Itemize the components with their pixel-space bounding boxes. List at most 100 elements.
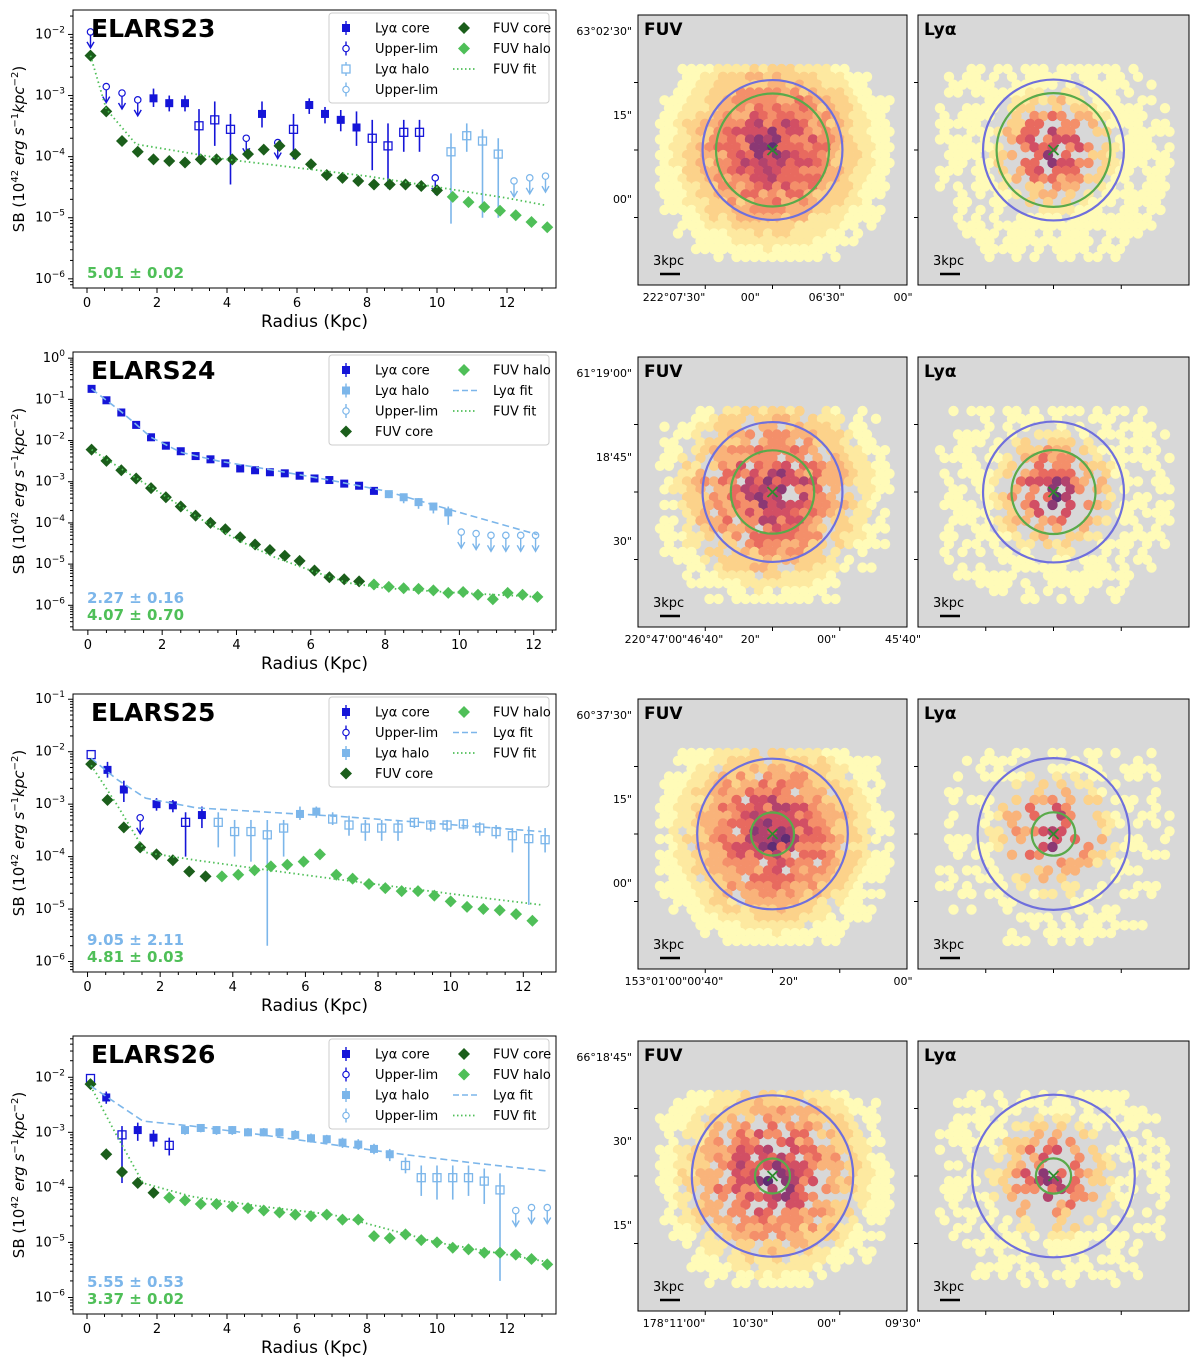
- image-pixel: [735, 1191, 747, 1202]
- image-pixel: [1150, 802, 1162, 814]
- image-pixel: [1119, 1230, 1130, 1242]
- image-pixel: [870, 476, 882, 487]
- image-pixel: [1011, 251, 1022, 263]
- image-pixel: [735, 523, 747, 534]
- image-pixel: [1105, 849, 1117, 860]
- image-pixel: [1105, 1269, 1117, 1281]
- data-point-0-6-18: [368, 178, 380, 191]
- image-pixel: [704, 142, 715, 153]
- image-pixel: [713, 236, 724, 247]
- y-axis-label: SB (1042 erg s−1kpc−2): [10, 1092, 28, 1258]
- image-pixel: [839, 126, 850, 137]
- image-pixel: [961, 228, 973, 239]
- image-pixel: [934, 1144, 946, 1156]
- image-pixel: [1110, 857, 1121, 868]
- image-pixel: [690, 118, 702, 130]
- image-pixel: [1123, 134, 1135, 145]
- image-pixel: [875, 873, 886, 884]
- image-pixel: [1015, 413, 1027, 425]
- legend-box: [328, 354, 550, 446]
- image-pixel: [663, 181, 675, 192]
- image-pixel: [1074, 204, 1085, 216]
- image-pixel: [785, 1152, 796, 1163]
- image-pixel: [1092, 405, 1103, 417]
- image-pixel: [807, 1113, 819, 1124]
- image-pixel: [767, 546, 778, 558]
- image-pixel: [1038, 142, 1049, 153]
- image-pixel: [1078, 1128, 1090, 1140]
- data-point-3-7-19: [462, 1243, 475, 1256]
- image-pixel: [812, 189, 823, 200]
- x-axis-label: Radius (Kpc): [261, 1338, 368, 1358]
- image-pixel: [686, 157, 697, 169]
- image-pixel: [672, 755, 684, 767]
- image-pixel: [979, 570, 991, 581]
- image-pixel: [948, 904, 959, 915]
- image-pixel: [816, 476, 828, 487]
- image-pixel: [726, 413, 738, 425]
- image-pixel: [699, 102, 711, 114]
- legend-entry-fuv_core-3: FUV core: [340, 767, 433, 782]
- image-pixel: [704, 63, 715, 75]
- image-pixel: [659, 204, 670, 216]
- image-pixel: [961, 1175, 973, 1187]
- image-pixel: [803, 1136, 814, 1148]
- image-pixel: [961, 538, 973, 550]
- image-pixel: [1083, 142, 1094, 153]
- image-pixel: [875, 857, 886, 868]
- image-pixel: [677, 142, 688, 153]
- image-pixel: [798, 1207, 810, 1218]
- image-pixel: [939, 1183, 950, 1195]
- image-pixel: [1002, 405, 1013, 417]
- image-pixel: [1020, 935, 1031, 947]
- image-pixel: [704, 220, 715, 231]
- x-tick-label: 10: [442, 980, 459, 995]
- image-pixel: [821, 873, 832, 884]
- image-pixel: [1159, 833, 1171, 845]
- image-pixel: [740, 1215, 751, 1226]
- image-pixel: [699, 849, 711, 860]
- image-pixel: [1092, 1121, 1103, 1132]
- image-pixel: [681, 523, 693, 534]
- image-pixel: [1047, 888, 1058, 900]
- image-pixel: [753, 802, 765, 814]
- image-pixel: [1119, 204, 1130, 216]
- image-pixel: [1123, 1113, 1135, 1124]
- slope-annotation: 5.55 ± 0.53: [87, 1273, 184, 1291]
- image-pixel: [659, 1183, 670, 1195]
- image-pixel: [704, 236, 715, 247]
- image-pixel: [717, 134, 729, 145]
- image-pixel: [758, 126, 769, 137]
- image-pixel: [704, 747, 715, 759]
- image-pixel: [1056, 857, 1067, 868]
- image-pixel: [789, 1222, 801, 1234]
- image-pixel: [794, 920, 805, 931]
- image-pixel: [663, 1160, 675, 1171]
- image-pixel: [997, 149, 1009, 161]
- image-pixel: [1029, 142, 1040, 153]
- image-pixel: [798, 1175, 810, 1187]
- image-pixel: [843, 491, 855, 503]
- image-pixel: [1047, 1136, 1058, 1148]
- image-pixel: [1069, 865, 1081, 876]
- image-pixel: [677, 810, 688, 821]
- image-pixel: [812, 546, 823, 558]
- image-pixel: [731, 157, 742, 169]
- image-pixel: [866, 1168, 877, 1179]
- image-pixel: [1051, 491, 1063, 503]
- image-pixel: [776, 437, 787, 448]
- image-pixel: [695, 1121, 706, 1132]
- image-pixel: [1146, 95, 1157, 106]
- image-pixel: [771, 865, 783, 876]
- image-pixel: [825, 1144, 837, 1156]
- image-pixel: [1083, 1168, 1094, 1179]
- image-pixel: [699, 1097, 711, 1109]
- image-pixel: [993, 1262, 1004, 1273]
- image-pixel: [1146, 747, 1157, 759]
- image-pixel: [785, 126, 796, 137]
- image-pixel: [731, 1230, 742, 1242]
- data-point-0-6-7: [194, 153, 207, 166]
- image-pixel: [758, 1230, 769, 1242]
- image-pixel: [870, 1113, 882, 1124]
